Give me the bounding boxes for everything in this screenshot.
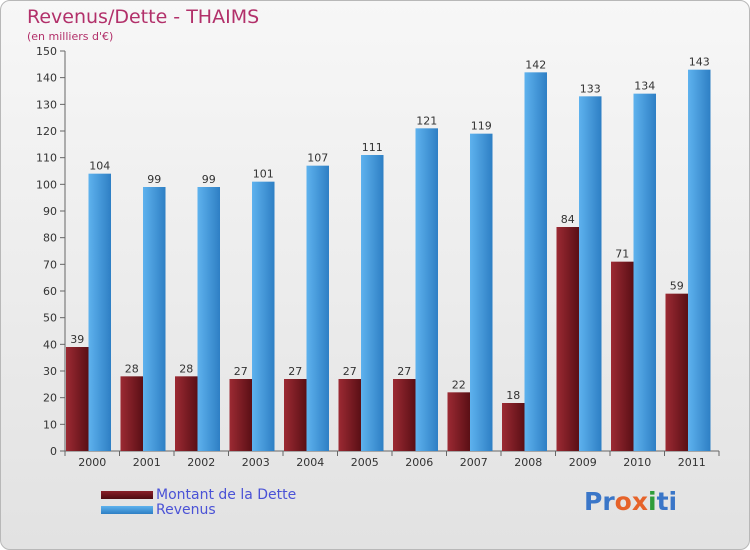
logo-letter: i (668, 487, 678, 516)
bar-revenus (579, 96, 602, 451)
y-tick-label: 40 (43, 338, 57, 351)
bar-dette (447, 392, 470, 451)
data-label-dette: 71 (615, 248, 629, 261)
bars (66, 69, 711, 452)
x-tick-label: 2001 (133, 456, 161, 469)
y-tick-label: 130 (36, 98, 57, 111)
data-labels: 39 28 28 27 27 27 27 22 18 84 71 59 104 99 99 101 107 111… (70, 56, 710, 402)
x-tick-label: 2003 (242, 456, 270, 469)
bar-dette (284, 379, 307, 451)
data-label-revenus: 99 (202, 173, 216, 186)
y-tick-label: 70 (43, 258, 57, 271)
logo-letter: t (656, 487, 669, 516)
bar-dette (229, 379, 252, 451)
bar-revenus (197, 187, 220, 451)
x-tick-label: 2007 (460, 456, 488, 469)
data-label-revenus: 99 (147, 173, 161, 186)
bar-revenus (470, 133, 493, 451)
y-tick-label: 120 (36, 125, 57, 138)
x-tick-label: 2006 (405, 456, 433, 469)
y-tick-label: 80 (43, 232, 57, 245)
data-label-dette: 27 (234, 365, 248, 378)
data-label-dette: 28 (125, 362, 139, 375)
legend-swatch-dette (101, 491, 153, 499)
bar-dette (338, 379, 361, 451)
logo-letter: x (631, 487, 648, 516)
data-label-dette: 28 (179, 362, 193, 375)
data-label-dette: 22 (452, 378, 466, 391)
bar-dette (393, 379, 416, 451)
x-tick-label: 2008 (514, 456, 542, 469)
data-label-dette: 27 (343, 365, 357, 378)
proxiti-logo: Proxiti (584, 487, 677, 516)
logo-letter: P (584, 487, 603, 516)
y-tick-label: 150 (36, 45, 57, 58)
bar-revenus (252, 181, 275, 451)
y-tick-label: 140 (36, 72, 57, 85)
data-label-revenus: 104 (89, 160, 110, 173)
data-label-dette: 84 (561, 213, 575, 226)
x-tick-label: 2000 (78, 456, 106, 469)
legend-label-revenus: Revenus (156, 502, 216, 518)
logo-letter: i (648, 487, 657, 516)
data-label-dette: 27 (288, 365, 302, 378)
y-tick-label: 90 (43, 205, 57, 218)
data-label-revenus: 119 (471, 120, 492, 133)
y-tick-label: 20 (43, 392, 57, 405)
data-label-revenus: 107 (307, 152, 328, 165)
bar-dette (611, 261, 634, 451)
data-label-revenus: 142 (525, 58, 546, 71)
data-label-revenus: 143 (689, 56, 710, 69)
bar-dette (120, 376, 143, 451)
x-tick-label: 2004 (296, 456, 324, 469)
data-label-dette: 18 (506, 389, 520, 402)
legend-label-dette: Montant de la Dette (156, 487, 297, 503)
data-label-dette: 27 (397, 365, 411, 378)
bar-revenus (143, 187, 166, 451)
bar-revenus (688, 69, 711, 452)
y-tick-label: 10 (43, 418, 57, 431)
x-tick-label: 2002 (187, 456, 215, 469)
x-axis: 2000 2001 2002 2003 2004 2005 2006 2007 2008 2009… (64, 450, 720, 469)
bar-dette (556, 227, 579, 451)
y-axis: 0 10 20 30 40 50 60 70 80 90 100 110 120 130 140 150 (36, 45, 66, 458)
bar-revenus (88, 173, 111, 451)
bar-dette (502, 403, 525, 451)
data-label-revenus: 101 (253, 168, 274, 181)
x-tick-label: 2005 (351, 456, 379, 469)
data-label-dette: 59 (670, 280, 684, 293)
bar-revenus (633, 93, 656, 452)
bar-revenus (524, 72, 547, 451)
y-tick-label: 100 (36, 178, 57, 191)
data-label-revenus: 133 (580, 82, 601, 95)
y-tick-label: 110 (36, 152, 57, 165)
logo-letter: r (602, 487, 615, 516)
logo-letter: o (614, 487, 632, 516)
bar-revenus (361, 155, 384, 451)
data-label-revenus: 111 (362, 141, 383, 154)
data-label-dette: 39 (70, 333, 84, 346)
y-tick-label: 50 (43, 312, 57, 325)
chart-title: Revenus/Dette - THAIMS (27, 6, 260, 28)
legend-swatch-revenus (101, 506, 153, 514)
bar-dette (66, 347, 89, 451)
bar-revenus (306, 165, 329, 451)
x-tick-label: 2011 (678, 456, 706, 469)
data-label-revenus: 134 (634, 80, 655, 93)
y-tick-label: 0 (50, 445, 57, 458)
y-tick-label: 60 (43, 285, 57, 298)
data-label-revenus: 121 (416, 114, 437, 127)
x-tick-label: 2010 (623, 456, 651, 469)
y-tick-label: 30 (43, 365, 57, 378)
x-tick-label: 2009 (569, 456, 597, 469)
chart-subtitle: (en milliers d'€) (27, 30, 114, 43)
bar-dette (175, 376, 198, 451)
bar-revenus (415, 128, 438, 451)
bar-dette (665, 293, 688, 451)
